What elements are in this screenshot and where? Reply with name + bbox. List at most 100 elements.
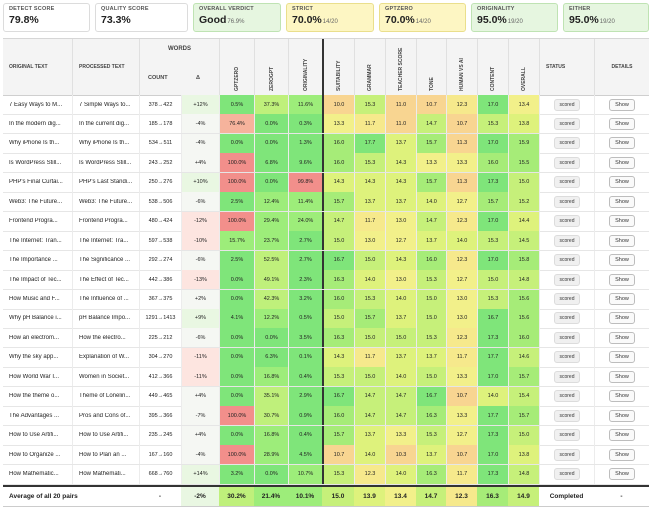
details-cell: Show — [594, 289, 649, 309]
zerogpt-cell: 6.3% — [254, 347, 288, 367]
teacher-score-cell: 13.7 — [385, 133, 416, 153]
show-details-button[interactable]: Show — [609, 331, 635, 344]
show-details-button[interactable]: Show — [609, 156, 635, 169]
gptzero-cell: 0.0% — [219, 425, 254, 445]
gptzero-cell: 0.0% — [219, 133, 254, 153]
teacher-score-cell: 14.0 — [385, 367, 416, 387]
processed-text: PHP's Last Standi... — [79, 179, 133, 186]
details-cell: Show — [594, 464, 649, 484]
tone-cell: 10.7 — [416, 95, 446, 114]
human-vs-ai-cell: 12.7 — [446, 192, 477, 212]
header-originality-cell: ORIGINALITY — [288, 39, 322, 95]
original-text: How World War I... — [9, 373, 60, 380]
show-details-button[interactable]: Show — [609, 429, 635, 442]
zerogpt-cell: 0.0% — [254, 328, 288, 348]
card-label: OVERALL VERDICT — [199, 6, 254, 12]
content-cell: 15.0 — [477, 270, 508, 290]
originality-cell: 2.3% — [288, 270, 322, 290]
show-details-button[interactable]: Show — [609, 468, 635, 481]
processed-text-cell: Web3: The Future... — [72, 192, 139, 212]
grammar-cell: 15.3 — [354, 95, 385, 114]
originality-cell: 11.6% — [288, 95, 322, 114]
word-delta-cell: +2% — [181, 289, 219, 309]
show-details-button[interactable]: Show — [609, 98, 635, 111]
tone-cell: 16.7 — [416, 386, 446, 406]
card-label: DETECT SCORE — [9, 6, 55, 12]
header-words: WORDS — [168, 46, 191, 52]
status-cell: scored — [539, 114, 594, 134]
card-value: 95.0%19/20 — [477, 14, 523, 26]
header-suitability: SUITABILITY — [336, 60, 342, 91]
grammar-cell: 12.3 — [354, 464, 385, 484]
content-cell: 17.3 — [477, 425, 508, 445]
processed-text-cell: Explanation of W... — [72, 347, 139, 367]
processed-text: The Effect of Tec... — [79, 276, 129, 283]
show-details-button[interactable]: Show — [609, 273, 635, 286]
suitability-cell: 10.7 — [322, 445, 354, 465]
processed-text: Frontend Progra... — [79, 218, 128, 225]
table-row: How World War I... Women in Societ... 412→… — [3, 367, 649, 388]
show-details-button[interactable]: Show — [609, 390, 635, 403]
show-details-button[interactable]: Show — [609, 448, 635, 461]
status-cell: scored — [539, 445, 594, 465]
suitability-cell: 16.0 — [322, 133, 354, 153]
overall-cell: 15.7 — [508, 406, 539, 426]
status-cell: scored — [539, 367, 594, 387]
details-cell: Show — [594, 367, 649, 387]
show-details-button[interactable]: Show — [609, 195, 635, 208]
details-cell: Show — [594, 445, 649, 465]
word-delta-cell: -7% — [181, 406, 219, 426]
show-details-button[interactable]: Show — [609, 137, 635, 150]
zerogpt-cell: 29.4% — [254, 211, 288, 231]
table-row: How Music and F... The Influence of ... 36… — [3, 289, 649, 310]
zerogpt-cell: 28.9% — [254, 445, 288, 465]
summary-cards: DETECT SCORE 79.8% QUALITY SCORE 73.3% O… — [3, 3, 649, 34]
status-badge: scored — [554, 331, 580, 344]
card-value: 70.0%14/20 — [385, 14, 431, 26]
gptzero-cell: 76.4% — [219, 114, 254, 134]
word-delta-cell: -11% — [181, 347, 219, 367]
human-vs-ai-cell: 13.0 — [446, 308, 477, 328]
show-details-button[interactable]: Show — [609, 370, 635, 383]
human-vs-ai-cell: 10.7 — [446, 114, 477, 134]
show-details-button[interactable]: Show — [609, 293, 635, 305]
details-cell: Show — [594, 114, 649, 134]
processed-text: How to Use Artifi... — [79, 432, 129, 439]
processed-text-cell: Pros and Cons of... — [72, 406, 139, 426]
tone-cell: 14.0 — [416, 192, 446, 212]
show-details-button[interactable]: Show — [609, 351, 635, 364]
show-details-button[interactable]: Show — [609, 254, 635, 267]
gptzero-cell: 0.0% — [219, 386, 254, 406]
originality-cell: 0.1% — [288, 347, 322, 367]
show-details-button[interactable]: Show — [609, 176, 635, 189]
original-text: The Impact of Tec... — [9, 276, 62, 283]
status-badge: scored — [554, 215, 580, 228]
tone-cell: 13.7 — [416, 347, 446, 367]
gptzero-cell: 100.0% — [219, 445, 254, 465]
word-delta-cell: -6% — [181, 328, 219, 348]
show-details-button[interactable]: Show — [609, 312, 635, 325]
content-cell: 17.3 — [477, 464, 508, 484]
word-delta-cell: +4% — [181, 386, 219, 406]
header-tone: TONE — [428, 77, 435, 91]
table-row: The Internet: Tran... The Internet: Tra..… — [3, 231, 649, 252]
teacher-score-cell: 14.3 — [385, 153, 416, 173]
card-originality: ORIGINALITY 95.0%19/20 — [471, 3, 558, 32]
word-delta-cell: -4% — [181, 114, 219, 134]
gptzero-cell: 100.0% — [219, 172, 254, 192]
processed-text: The Influence of ... — [79, 296, 129, 302]
human-vs-ai-cell: 12.3 — [446, 95, 477, 114]
teacher-score-cell: 14.3 — [385, 172, 416, 192]
show-details-button[interactable]: Show — [609, 409, 635, 422]
show-details-button[interactable]: Show — [609, 215, 635, 228]
zerogpt-cell: 0.0% — [254, 464, 288, 484]
original-text-cell: In the modern dig... — [3, 114, 72, 133]
show-details-button[interactable]: Show — [609, 117, 635, 130]
footer-teacher-score: 13.4 — [385, 487, 416, 506]
status-badge: scored — [554, 195, 580, 208]
header-processed-text: PROCESSED TEXT — [72, 39, 139, 95]
show-details-button[interactable]: Show — [609, 234, 635, 247]
details-cell: Show — [594, 270, 649, 290]
human-vs-ai-cell: 12.7 — [446, 425, 477, 445]
originality-cell: 99.8% — [288, 172, 322, 192]
